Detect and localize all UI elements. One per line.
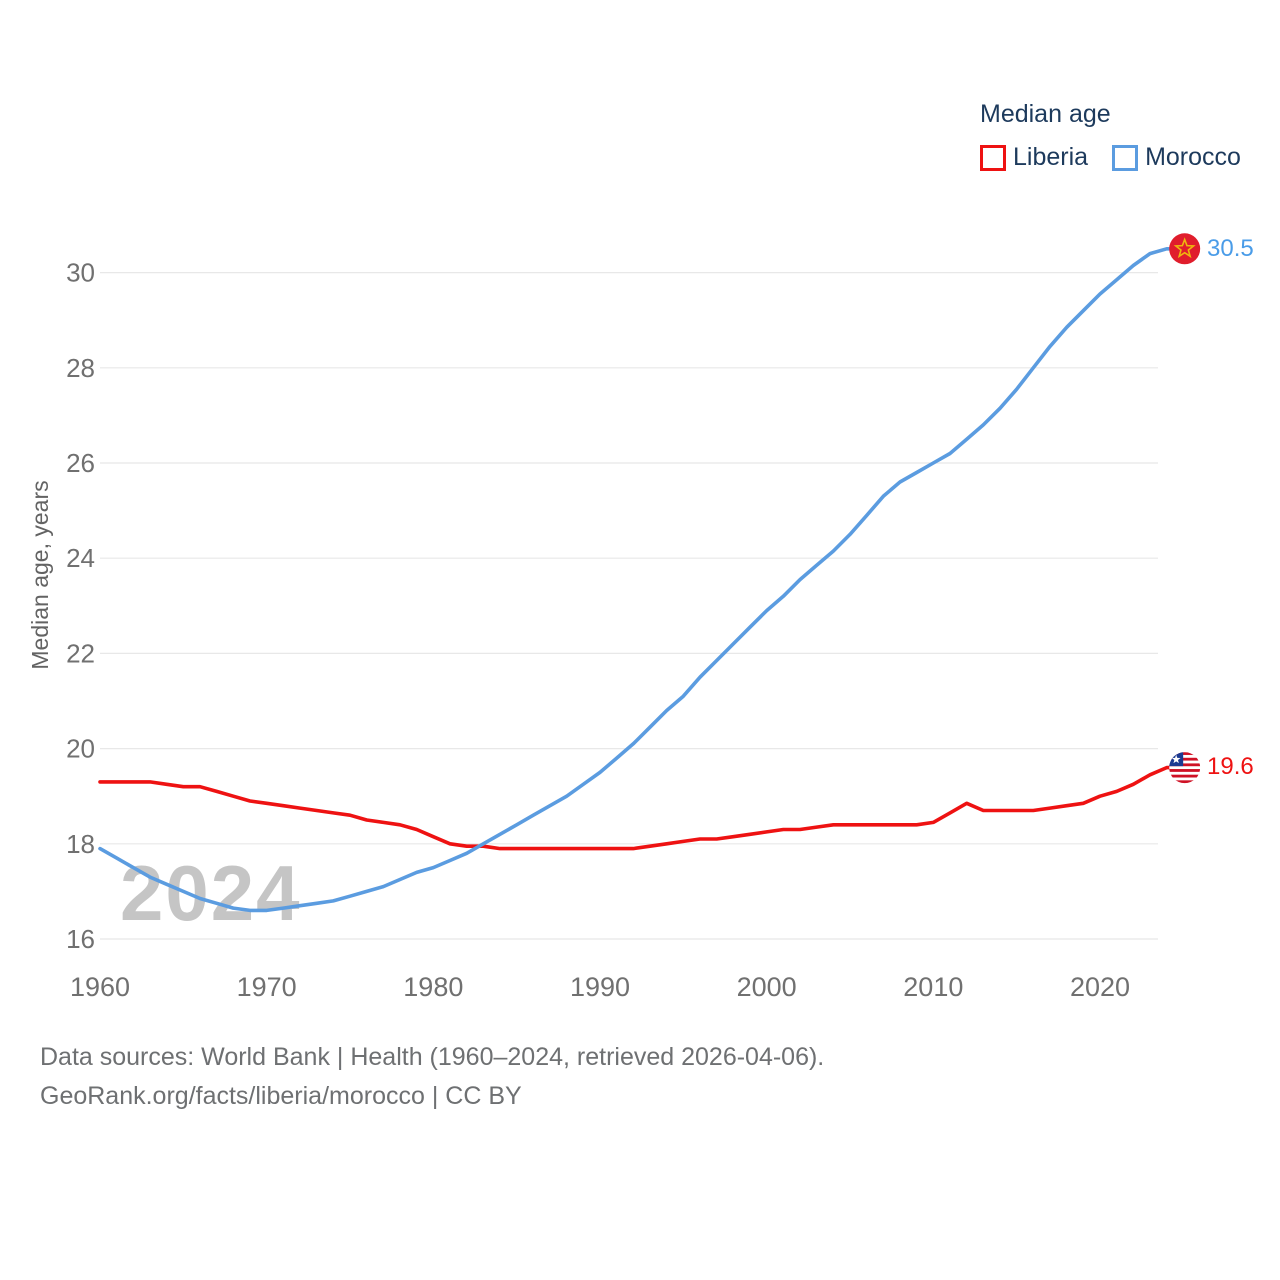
morocco-flag-star-icon: [1173, 237, 1196, 259]
legend-label-morocco: Morocco: [1145, 143, 1241, 171]
legend-item-liberia[interactable]: Liberia: [980, 143, 1088, 172]
watermark-year: 2024: [120, 849, 302, 937]
liberia-line: [98, 765, 1177, 851]
x-tick-label-1980: 1980: [403, 972, 463, 1002]
y-tick-label-24: 24: [66, 543, 95, 573]
liberia-flag-star-icon: [1171, 754, 1181, 764]
legend-rows: Liberia Morocco: [980, 143, 1241, 172]
liberia-flag-icon: [1169, 752, 1201, 784]
footer: Data sources: World Bank | Health (1960–…: [40, 1038, 824, 1116]
footer-attribution: GeoRank.org/facts/liberia/morocco | CC B…: [40, 1082, 522, 1110]
y-tick-label-28: 28: [66, 353, 95, 383]
y-tick-label-30: 30: [66, 258, 95, 288]
x-tick-label-2020: 2020: [1070, 972, 1130, 1002]
y-tick-label-18: 18: [66, 829, 95, 859]
morocco-swatch-icon: [1112, 144, 1139, 171]
y-tick-label-16: 16: [66, 924, 95, 954]
morocco-line: [98, 247, 1177, 913]
x-tick-label-2010: 2010: [903, 972, 963, 1002]
y-tick-label-26: 26: [66, 448, 95, 478]
legend-label-liberia: Liberia: [1013, 143, 1089, 171]
x-tick-label-1970: 1970: [237, 972, 297, 1002]
x-tick-label-1960: 1960: [70, 972, 130, 1002]
footer-sources: Data sources: World Bank | Health (1960–…: [40, 1043, 825, 1071]
morocco-flag-icon: [1169, 233, 1201, 265]
x-tick-label-2000: 2000: [737, 972, 797, 1002]
legend-item-morocco[interactable]: Morocco: [1112, 143, 1241, 172]
y-tick-label-20: 20: [66, 734, 95, 764]
morocco-end-value: 30.5: [1207, 235, 1254, 262]
y-tick-label-22: 22: [66, 638, 95, 668]
liberia-end-value: 19.6: [1207, 753, 1254, 780]
x-tick-label-1990: 1990: [570, 972, 630, 1002]
legend-title: Median age: [980, 100, 1111, 128]
legend: Median age Liberia Morocco: [980, 100, 1241, 172]
liberia-swatch-icon: [980, 144, 1006, 171]
